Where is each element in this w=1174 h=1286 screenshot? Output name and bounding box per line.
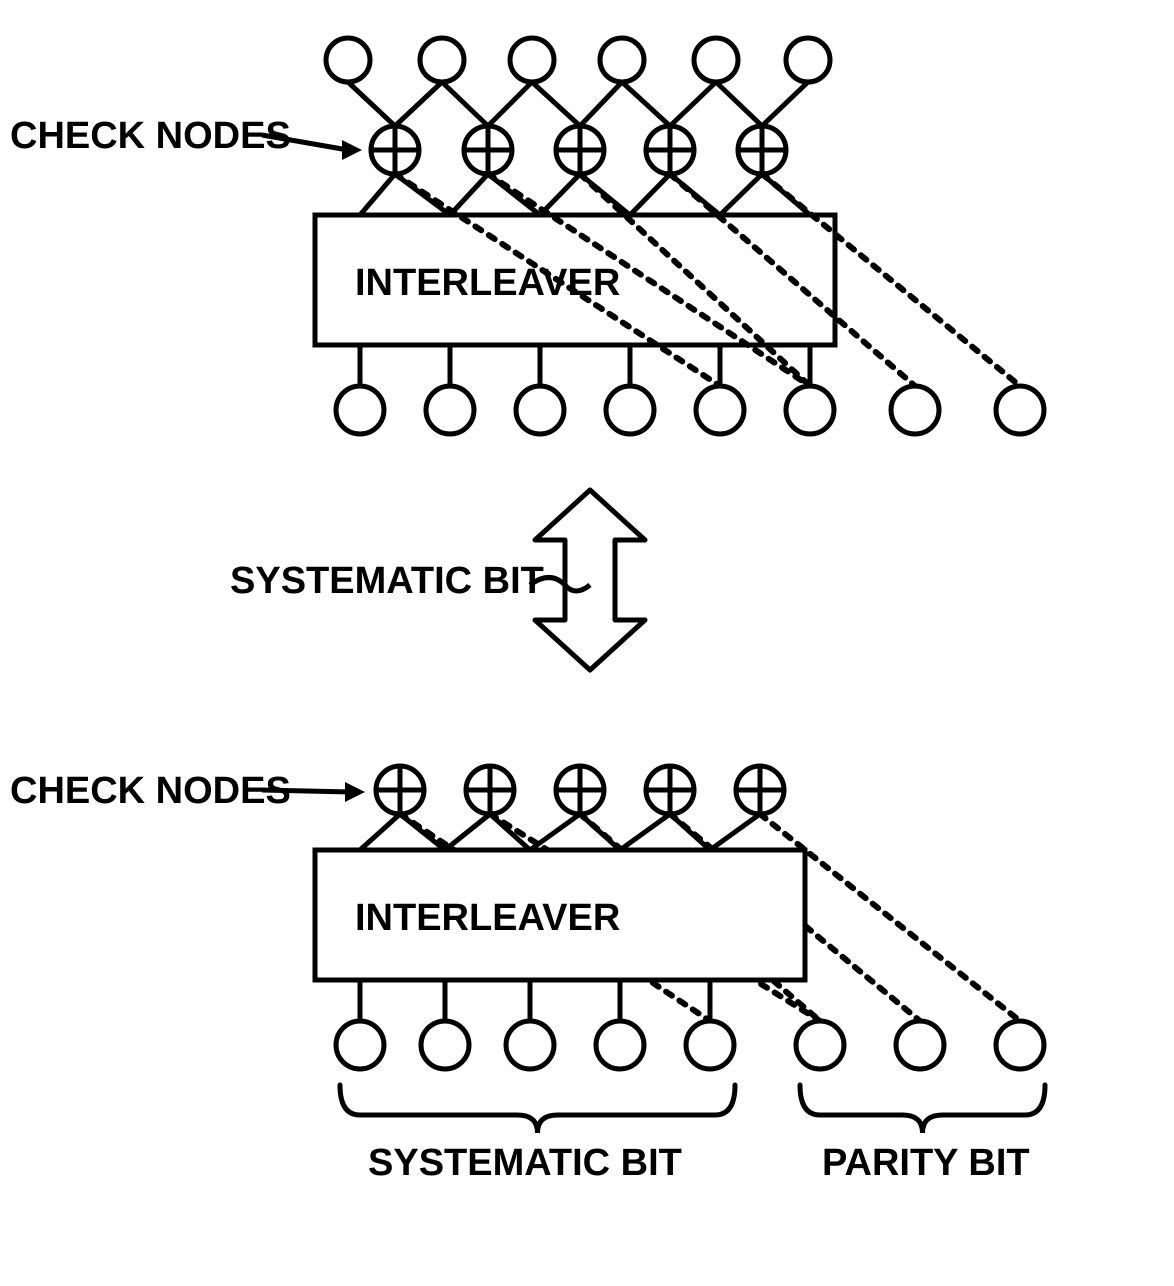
svg-text:INTERLEAVER: INTERLEAVER [355,897,620,939]
upper-check-nodes-label: CHECK NODES [10,115,291,158]
systematic-bit-mid-label: SYSTEMATIC BIT [230,560,544,603]
lower-check-nodes-label: CHECK NODES [10,770,291,813]
systematic-bit-bottom-label: SYSTEMATIC BIT [368,1142,682,1185]
diagram-svg: INTERLEAVERINTERLEAVER [0,0,1174,1286]
diagram-canvas: INTERLEAVERINTERLEAVER CHECK NODES CHECK… [0,0,1174,1286]
parity-bit-bottom-label: PARITY BIT [822,1142,1030,1185]
